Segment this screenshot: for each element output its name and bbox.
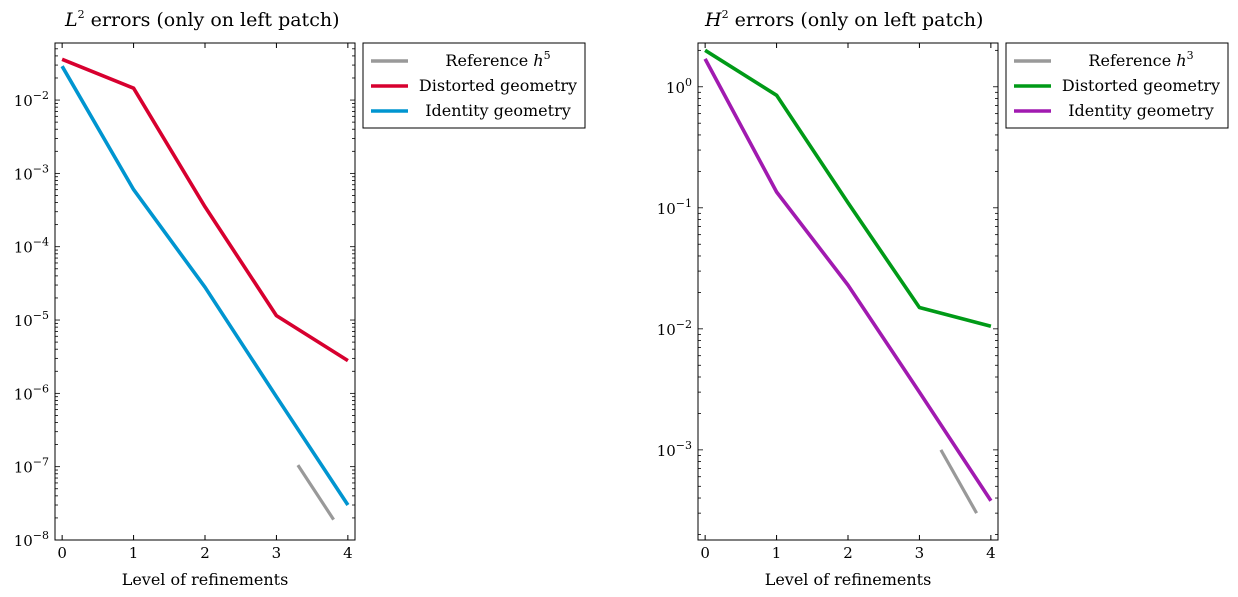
x-tick-label: 0 xyxy=(700,544,710,562)
title-superscript: 2 xyxy=(78,8,85,21)
legend-entry-text: Distorted geometry xyxy=(419,76,577,95)
y-tick-label: 10−5 xyxy=(14,309,49,330)
legend-entry-label: Identity geometry xyxy=(425,101,571,120)
y-tick-base: 10 xyxy=(14,459,33,477)
x-tick-label: 2 xyxy=(843,544,853,562)
series-line-identity-geometry xyxy=(60,65,350,506)
y-tick-exponent: −3 xyxy=(676,439,692,452)
x-tick-label: 3 xyxy=(272,544,282,562)
title-superscript: 2 xyxy=(722,8,729,21)
y-axis: 10−810−710−610−510−410−310−2 xyxy=(14,42,355,550)
series-line-reference xyxy=(939,449,978,514)
y-tick-base: 10 xyxy=(666,79,685,97)
chart-title: L2 errors (only on left patch) xyxy=(64,8,339,31)
legend-entry-text: Identity geometry xyxy=(425,101,571,120)
y-tick-label: 10−6 xyxy=(14,382,49,403)
legend-entry-text: Reference xyxy=(1088,51,1171,70)
y-tick-exponent: 0 xyxy=(685,76,692,89)
legend-entry-superscript: 5 xyxy=(544,49,551,62)
legend-entry-label: Distorted geometry xyxy=(1062,76,1220,95)
y-tick-base: 10 xyxy=(14,312,33,330)
series-line-identity-geometry xyxy=(703,58,993,502)
legend-entry-label: Identity geometry xyxy=(1068,101,1214,120)
y-tick-label: 10−3 xyxy=(14,162,49,183)
title-text: errors (only on left patch) xyxy=(85,9,340,31)
x-axis: 0 1 2 3 4 Level of refinements xyxy=(700,43,996,589)
y-tick-label: 10−3 xyxy=(657,439,692,460)
series-line-distorted-geometry xyxy=(704,48,992,329)
legend-entry-label: Reference h5 xyxy=(445,49,550,70)
y-tick-label: 10−7 xyxy=(14,456,49,477)
x-tick-label: 3 xyxy=(915,544,925,562)
legend: Reference h5 Distorted geometry Identity g… xyxy=(362,42,586,129)
chart-title: H2 errors (only on left patch) xyxy=(704,8,983,31)
y-tick-exponent: −3 xyxy=(33,162,49,175)
chart-2: H2 errors (only on left patch)0 1 2 3 4Level… xyxy=(657,8,1229,589)
y-tick-label: 100 xyxy=(666,76,692,97)
series-line-distorted-geometry xyxy=(61,57,349,363)
y-tick-base: 10 xyxy=(14,239,33,257)
legend-entry-label: Reference h3 xyxy=(1088,49,1193,70)
y-tick-exponent: −6 xyxy=(33,382,49,395)
legend-entry-symbol: h xyxy=(528,51,543,70)
series-group xyxy=(60,57,350,521)
y-tick-exponent: −2 xyxy=(676,318,692,331)
y-tick-base: 10 xyxy=(14,532,33,550)
chart-1: L2 errors (only on left patch)0 1 2 3 4Level… xyxy=(14,8,586,589)
y-tick-base: 10 xyxy=(14,92,33,110)
title-text: errors (only on left patch) xyxy=(729,9,984,31)
series-group xyxy=(703,48,993,514)
y-tick-base: 10 xyxy=(14,165,33,183)
x-tick-label: 2 xyxy=(200,544,210,562)
y-tick-label: 10−4 xyxy=(14,236,49,257)
legend-entry-label: Distorted geometry xyxy=(419,76,577,95)
y-tick-exponent: −8 xyxy=(33,529,49,542)
y-tick-base: 10 xyxy=(657,442,676,460)
y-tick-base: 10 xyxy=(657,321,676,339)
legend-entry-text: Identity geometry xyxy=(1068,101,1214,120)
legend: Reference h3 Distorted geometry Identity g… xyxy=(1005,42,1229,129)
plot-frame xyxy=(54,42,356,541)
series-line-reference xyxy=(296,464,335,521)
legend-entry-symbol: h xyxy=(1171,51,1186,70)
y-tick-label: 10−8 xyxy=(14,529,49,550)
x-tick-label: 4 xyxy=(986,544,996,562)
title-symbol: L xyxy=(64,9,78,31)
x-tick-label: 1 xyxy=(129,544,139,562)
y-tick-label: 10−2 xyxy=(657,318,692,339)
y-tick-label: 10−2 xyxy=(14,89,49,110)
x-tick-label: 4 xyxy=(343,544,353,562)
legend-entry-superscript: 3 xyxy=(1187,49,1194,62)
legend-entry-text: Distorted geometry xyxy=(1062,76,1220,95)
y-tick-label: 10−1 xyxy=(657,197,692,218)
y-tick-exponent: −2 xyxy=(33,89,49,102)
x-axis-label: Level of refinements xyxy=(122,570,289,589)
y-tick-exponent: −7 xyxy=(33,456,49,469)
title-symbol: H xyxy=(704,9,722,31)
x-tick-label: 0 xyxy=(57,544,67,562)
y-tick-base: 10 xyxy=(14,385,33,403)
y-tick-exponent: −5 xyxy=(33,309,49,322)
x-axis: 0 1 2 3 4 Level of refinements xyxy=(57,43,353,589)
x-tick-label: 1 xyxy=(772,544,782,562)
y-tick-exponent: −4 xyxy=(33,236,49,249)
y-tick-base: 10 xyxy=(657,200,676,218)
plot-frame xyxy=(697,42,999,541)
y-tick-exponent: −1 xyxy=(676,197,692,210)
legend-entry-text: Reference xyxy=(445,51,528,70)
x-axis-label: Level of refinements xyxy=(765,570,932,589)
